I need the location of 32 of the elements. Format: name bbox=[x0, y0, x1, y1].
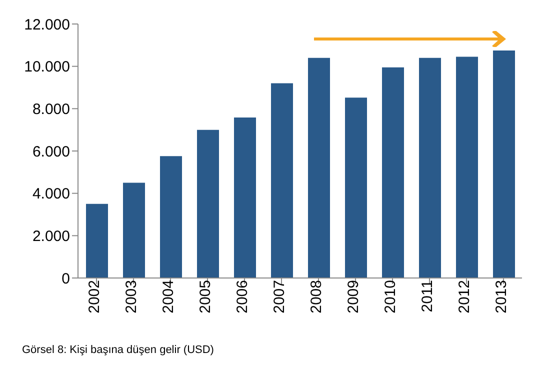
y-tick-label: 8.000 bbox=[32, 100, 70, 118]
y-tick-label: 12.000 bbox=[24, 16, 70, 34]
x-tick-label: 2004 bbox=[160, 280, 178, 314]
bar bbox=[345, 98, 367, 278]
bar bbox=[123, 182, 145, 278]
text: Görsel 8: Kişi başına düşen gelir (USD) bbox=[22, 344, 214, 356]
x-tick-label: 2008 bbox=[308, 280, 326, 314]
y-tick-label: 4.000 bbox=[32, 186, 70, 203]
bar bbox=[197, 130, 219, 278]
x-tick-label: 2006 bbox=[234, 280, 252, 314]
y-tick-label: 6.000 bbox=[32, 143, 70, 160]
y-tick-label: 2.000 bbox=[32, 228, 70, 245]
x-tick-label: 2009 bbox=[345, 280, 362, 314]
x-tick-label: 2013 bbox=[493, 280, 510, 314]
x-tick-label: 2007 bbox=[271, 280, 288, 314]
bar bbox=[271, 83, 293, 278]
y-tick-label: 10.000 bbox=[24, 58, 70, 76]
x-tick-label: 2003 bbox=[123, 280, 140, 314]
y-tick-label: 0 bbox=[62, 270, 70, 288]
bar bbox=[234, 118, 256, 278]
x-tick-label: 2011 bbox=[419, 280, 436, 312]
bar bbox=[456, 56, 478, 278]
bar bbox=[160, 156, 182, 278]
bar bbox=[308, 58, 330, 278]
x-tick-label: 2005 bbox=[197, 280, 214, 314]
bar bbox=[86, 204, 108, 278]
bar bbox=[419, 58, 441, 278]
x-tick-label: 2002 bbox=[86, 280, 104, 314]
bar bbox=[493, 50, 515, 278]
x-tick-label: 2012 bbox=[456, 280, 474, 314]
bar bbox=[382, 67, 404, 278]
x-tick-label: 2010 bbox=[382, 280, 400, 314]
